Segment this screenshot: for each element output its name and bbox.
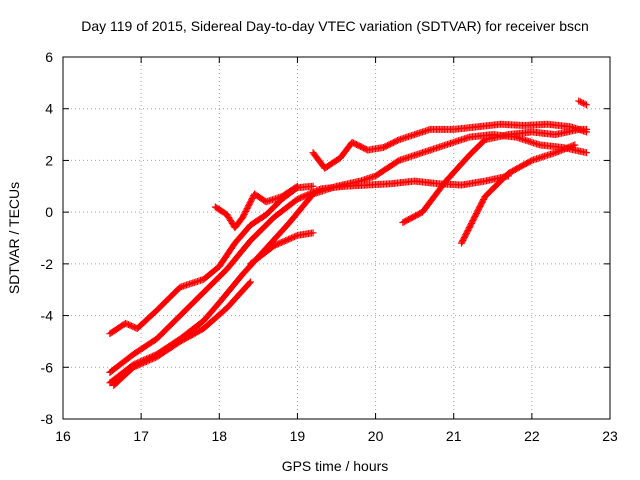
series-track-e [247,229,317,268]
series-track-a [106,182,317,338]
chart-title: Day 119 of 2015, Sidereal Day-to-day VTE… [81,18,589,34]
data-point-marker [292,232,300,240]
y-axis: -8 -6 -4 -2 0 2 4 6 [41,49,610,427]
x-tick-label: 17 [133,428,149,444]
data-point-marker [576,98,584,106]
data-point-marker [581,100,589,108]
x-axis: 16 17 18 19 20 21 22 23 [55,57,618,444]
x-tick-label: 23 [602,428,618,444]
data-point-marker [583,149,591,157]
series-track-b [106,172,512,376]
y-tick-label: 2 [45,152,53,168]
data-point-marker [583,101,591,109]
x-tick-label: 18 [211,428,227,444]
data-point-marker [579,99,587,107]
y-tick-label: -4 [41,308,54,324]
series-track-f [211,182,301,232]
series-track-i [458,141,579,247]
plot-frame [62,56,611,420]
data-point-marker [578,99,586,107]
y-tick-label: 6 [45,49,53,65]
series-track-h [399,125,591,226]
series-track-d [110,278,255,389]
x-tick-label: 22 [524,428,540,444]
data-point-marker [293,182,301,190]
y-tick-label: 4 [45,101,53,117]
x-tick-label: 16 [55,428,71,444]
y-tick-label: -2 [41,256,54,272]
x-tick-label: 20 [368,428,384,444]
y-tick-label: 0 [45,204,53,220]
data-point-marker [583,125,591,133]
data-point-marker [245,279,253,287]
series-track-j [575,97,591,109]
data-point-marker [575,97,583,105]
data-point-marker [526,157,534,165]
data-point-marker [394,136,402,144]
data-point-marker [247,278,255,286]
x-axis-label: GPS time / hours [282,458,389,474]
data-point-marker [292,183,300,191]
x-tick-label: 19 [290,428,306,444]
y-tick-label: -6 [41,359,54,375]
data-point-marker [309,229,317,237]
data-point-marker [571,141,579,149]
data-series [106,97,591,389]
y-axis-label: SDTVAR / TECUs [6,182,22,294]
y-tick-label: -8 [41,411,54,427]
x-tick-label: 21 [446,428,462,444]
